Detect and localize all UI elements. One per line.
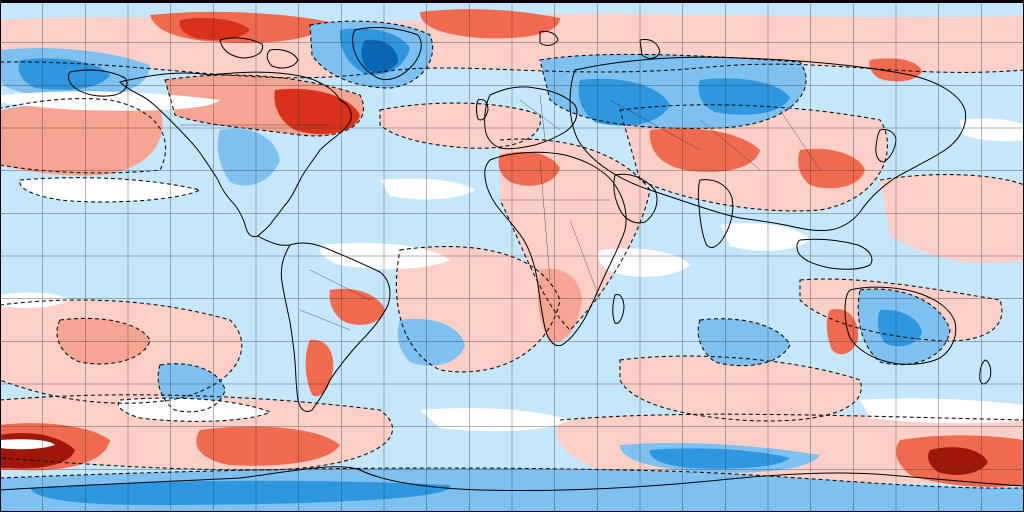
coast-antarctica bbox=[0, 466, 1024, 492]
cold-strong-layer bbox=[18, 28, 922, 505]
coastlines bbox=[0, 27, 1024, 492]
coast-north-america bbox=[119, 71, 352, 238]
coast-svalbard bbox=[539, 30, 559, 46]
cold-indian-ocean bbox=[698, 318, 790, 366]
coast-arctic-islands bbox=[219, 37, 299, 69]
top-border bbox=[0, 0, 1024, 3]
warm-west-pacific bbox=[880, 174, 1024, 264]
coast-africa bbox=[484, 151, 627, 347]
coast-australia bbox=[844, 286, 957, 365]
cold-south-atlantic bbox=[397, 318, 465, 366]
coast-europe bbox=[484, 86, 578, 150]
coast-central-america bbox=[257, 235, 291, 246]
coast-japan bbox=[875, 129, 897, 163]
cold-north-america bbox=[217, 128, 280, 186]
warm-north-atlantic bbox=[380, 103, 541, 149]
warm-africa bbox=[500, 139, 650, 330]
warm-indian-ocean-south bbox=[620, 356, 862, 421]
coast-british-isles bbox=[476, 99, 489, 121]
neutral-layer bbox=[0, 91, 1024, 450]
coast-india bbox=[697, 179, 734, 248]
coast-alaska bbox=[67, 69, 128, 97]
coast-south-america bbox=[280, 242, 391, 413]
coast-novaya-zemlya bbox=[639, 39, 661, 59]
country-borders bbox=[180, 94, 821, 331]
coast-madagascar bbox=[612, 294, 625, 324]
coast-asia bbox=[569, 56, 967, 231]
coast-arabia bbox=[613, 173, 658, 224]
contour-lines bbox=[0, 20, 1024, 489]
coast-greenland bbox=[352, 27, 422, 81]
